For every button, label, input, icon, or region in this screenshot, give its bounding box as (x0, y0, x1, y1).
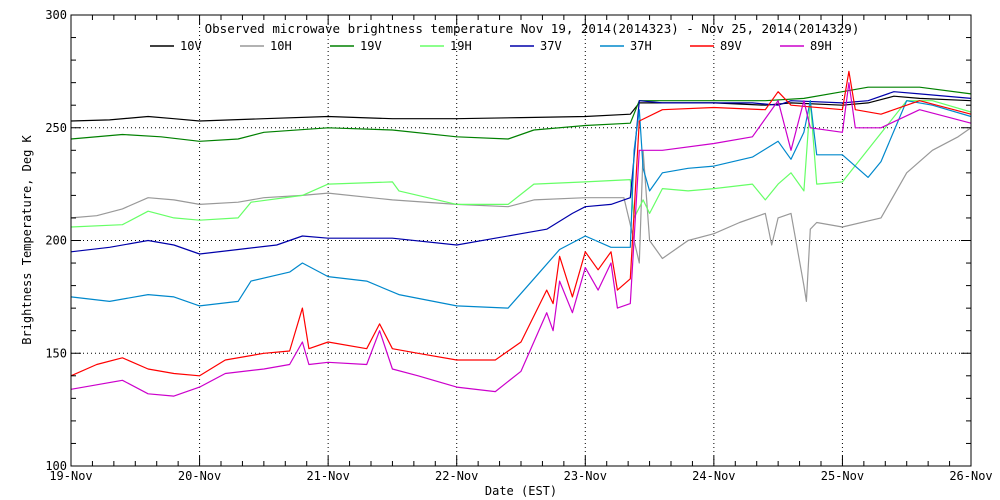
legend: 10V 10H 19V 19H 37V 37H 89V 89H (150, 39, 832, 53)
legend-label-89h: 89H (810, 39, 832, 53)
series-line-37h (70, 100, 972, 309)
legend-label-10h: 10H (270, 39, 292, 53)
chart-title: Observed microwave brightness temperatur… (205, 21, 860, 36)
x-axis-label: Date (EST) (485, 484, 557, 498)
legend-label-10v: 10V (180, 39, 202, 53)
y-tick-label: 150 (45, 346, 67, 360)
series-line-37v (70, 91, 972, 255)
series-line-10v (70, 95, 972, 122)
legend-label-19h: 19H (450, 39, 472, 53)
legend-label-89v: 89V (720, 39, 742, 53)
legend-label-37h: 37H (630, 39, 652, 53)
y-tick-label: 300 (45, 8, 67, 22)
x-tick-label: 24-Nov (692, 469, 735, 483)
series-line-89h (70, 82, 972, 397)
series-line-19h (70, 100, 972, 228)
series-line-89v (70, 70, 972, 377)
x-tick-label: 25-Nov (821, 469, 864, 483)
x-tick-label: 19-Nov (49, 469, 92, 483)
y-tick-label: 200 (45, 234, 67, 248)
x-tick-label: 26-Nov (949, 469, 992, 483)
x-tick-label: 22-Nov (435, 469, 478, 483)
series-line-19v (70, 86, 972, 142)
y-axis-label: Brightness Temperature, Deg K (20, 134, 34, 344)
series-lines (70, 70, 972, 397)
x-tick-label: 23-Nov (564, 469, 607, 483)
grid (71, 15, 971, 466)
series-line-10h (70, 127, 972, 302)
legend-label-37v: 37V (540, 39, 562, 53)
legend-label-19v: 19V (360, 39, 382, 53)
y-tick-label: 250 (45, 121, 67, 135)
x-tick-label: 20-Nov (178, 469, 221, 483)
x-tick-label: 21-Nov (306, 469, 349, 483)
axis-ticks: 19-Nov 20-Nov 21-Nov 22-Nov 23-Nov 24-Nov 25-N… (45, 8, 992, 483)
y-tick-label: 100 (45, 459, 67, 473)
